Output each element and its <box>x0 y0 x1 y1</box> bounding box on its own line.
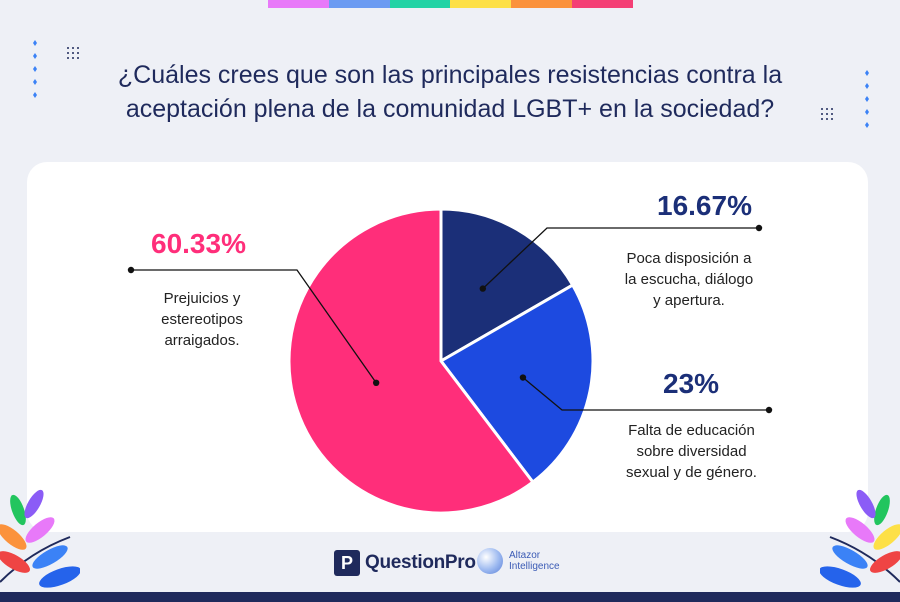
label-prejuicios: Prejuicios y estereotipos arraigados. <box>127 288 277 351</box>
globe-icon <box>477 548 503 574</box>
rainbow-segment <box>450 0 512 8</box>
questionpro-name: QuestionPro <box>365 552 476 573</box>
pie-slice-disposicion <box>439 207 575 364</box>
rainbow-segment <box>389 0 451 8</box>
label-educacion-line: sexual y de género. <box>626 464 757 481</box>
pct-educacion: 23% <box>663 368 720 399</box>
label-educacion: Falta de educación sobre diversidad sexu… <box>609 420 774 483</box>
leader-line-prejuicios <box>127 266 380 387</box>
pct-disposicion: 16.67% <box>657 190 752 221</box>
rainbow-segment <box>328 0 390 8</box>
title-line-1: ¿Cuáles crees que son las principales re… <box>117 61 783 89</box>
questionpro-logo: P QuestionPro <box>334 550 476 576</box>
leaves-decoration-left <box>0 489 80 588</box>
label-disposicion-line: Poca disposición a <box>626 250 752 267</box>
rainbow-segment <box>511 0 573 8</box>
altazor-line-1: Altazor <box>509 550 541 561</box>
rainbow-segment <box>572 0 633 8</box>
label-disposicion-line: y apertura. <box>653 292 725 309</box>
title-line-2: aceptación plena de la comunidad LGBT+ e… <box>125 95 775 123</box>
bottom-bar <box>0 592 900 602</box>
label-prejuicios-line: estereotipos <box>161 311 243 328</box>
label-prejuicios-line: Prejuicios y <box>163 290 241 307</box>
leader-line-educacion <box>519 374 773 414</box>
rainbow-bar <box>268 0 633 8</box>
rainbow-segment <box>268 0 329 8</box>
decorative-grid-right <box>821 108 833 120</box>
label-educacion-line: sobre diversidad <box>636 443 747 460</box>
decorative-dots-left <box>33 40 37 98</box>
leader-line-disposicion <box>479 224 763 292</box>
decorative-grid-left <box>67 47 79 59</box>
label-prejuicios-line: arraigados. <box>164 332 240 349</box>
altazor-logo: Altazor Intelligence <box>477 548 560 574</box>
chart-title: ¿Cuáles crees que son las principales re… <box>40 58 860 126</box>
pie-slice-educacion <box>438 282 595 485</box>
label-disposicion: Poca disposición a la escucha, diálogo y… <box>609 248 769 311</box>
altazor-name: Altazor Intelligence <box>509 550 560 572</box>
decorative-dots-right <box>865 70 869 128</box>
questionpro-mark-icon: P <box>334 550 360 576</box>
label-disposicion-line: la escucha, diálogo <box>624 271 754 288</box>
pct-prejuicios: 60.33% <box>151 228 246 259</box>
pie-slice-prejuicios <box>287 207 535 515</box>
pie-chart <box>127 207 773 515</box>
chart-card: 16.67% Poca disposición a la escucha, di… <box>27 162 868 532</box>
altazor-line-2: Intelligence <box>509 561 560 572</box>
label-educacion-line: Falta de educación <box>628 422 755 439</box>
leaves-decoration-right <box>820 489 900 588</box>
